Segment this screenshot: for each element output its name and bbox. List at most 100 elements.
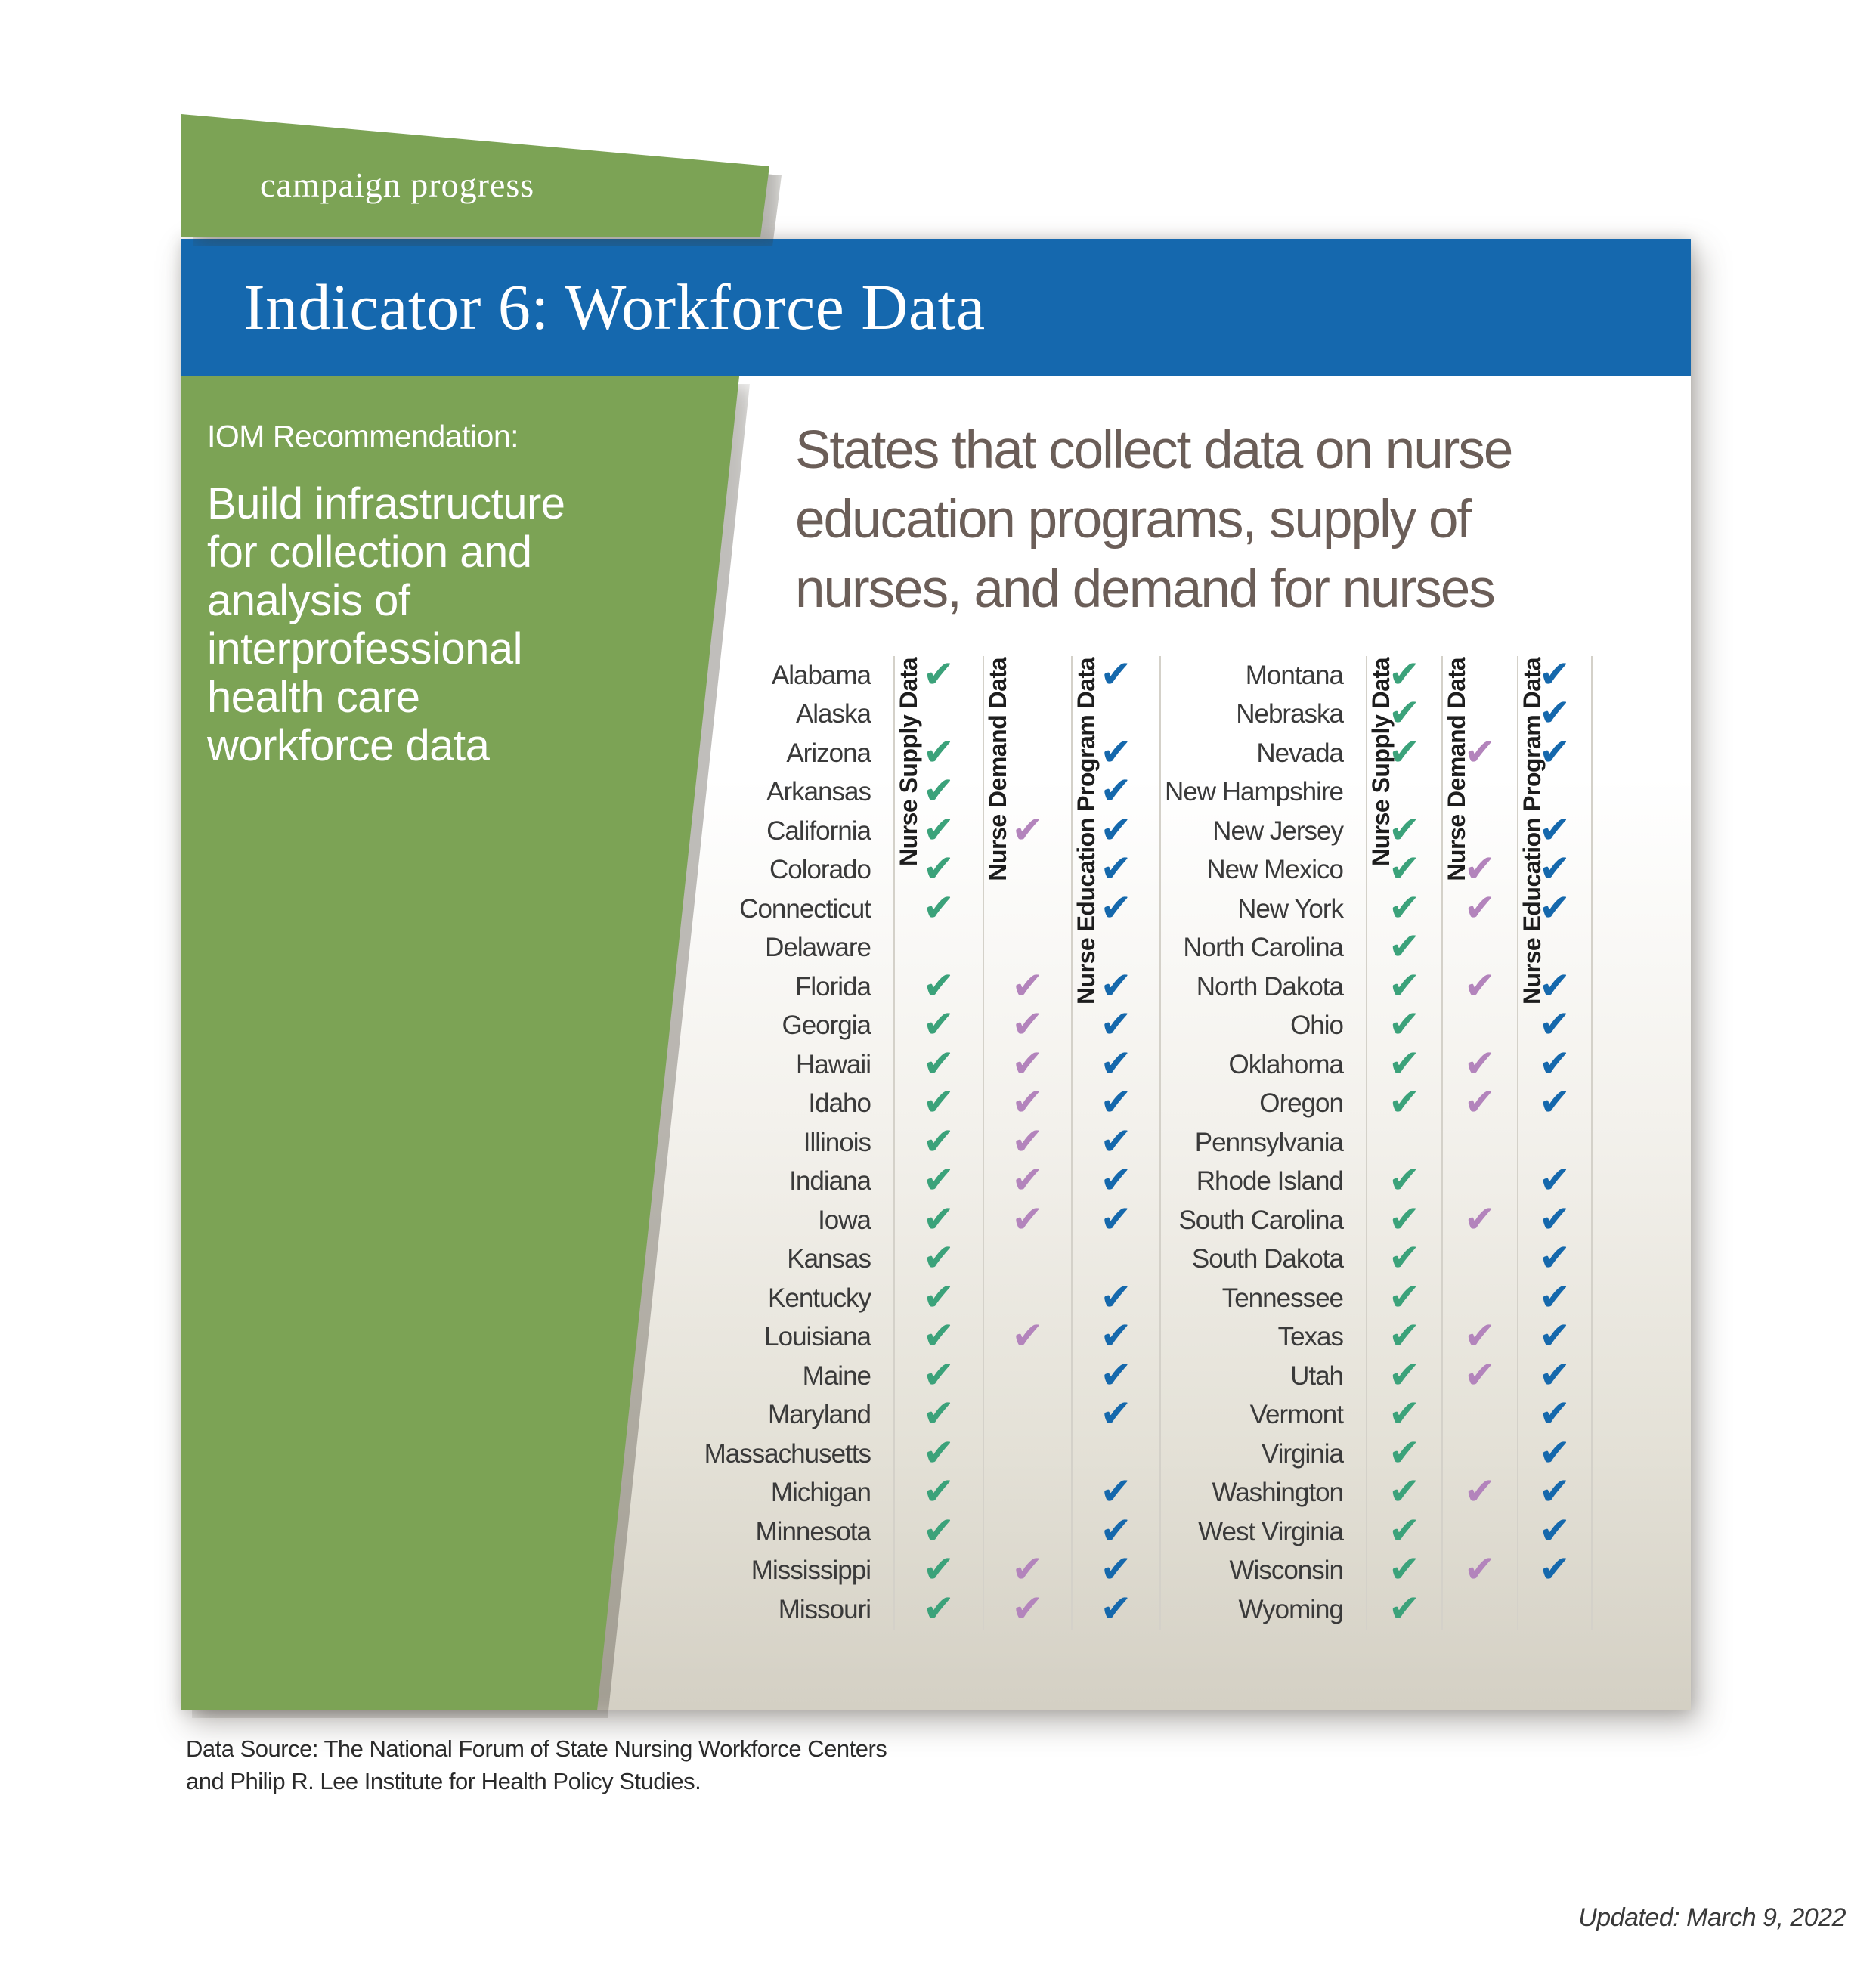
check-cell-supply: ✔ [1366,1002,1441,1047]
check-cell-supply: ✔ [893,1239,983,1279]
check-cell-education: ✔ [1517,1434,1593,1474]
check-cell-supply: ✔ [1366,1317,1441,1357]
check-icon-education: ✔ [1100,729,1132,774]
check-cell-education: ✔ [1517,1236,1593,1280]
check-icon-education: ✔ [1539,1080,1571,1125]
check-cell-demand: ✔ [983,1590,1071,1630]
check-cell-demand: ✔ [983,1200,1071,1240]
check-icon-demand: ✔ [1011,1080,1044,1125]
check-icon-supply: ✔ [923,729,955,774]
check-icon-supply: ✔ [923,1158,955,1203]
check-icon-education: ✔ [1100,769,1132,813]
check-icon-education: ✔ [1539,1314,1571,1358]
state-label: West Virginia [1198,1516,1344,1546]
updated-date: Updated: March 9, 2022 [1578,1903,1846,1932]
state-label: Rhode Island [1196,1166,1344,1197]
check-cell-supply: ✔ [1366,927,1441,967]
states-table-left: Nurse Supply Data Nurse Demand Data Nurs… [612,655,1161,1630]
state-label: Wisconsin [1229,1556,1344,1586]
check-cell-supply: ✔ [1366,811,1441,851]
check-cell-education: ✔ [1071,1278,1161,1318]
recommendation-line: workforce data [207,721,490,770]
check-cell-demand: ✔ [1441,733,1517,773]
recommendation-line: Build infrastructure [207,479,565,528]
check-cell-education [1071,695,1161,734]
check-icon-education: ✔ [1100,1392,1132,1436]
data-source-line: Data Source: The National Forum of State… [186,1735,887,1762]
check-icon-supply: ✔ [923,1508,955,1553]
state-label: California [766,816,871,846]
state-label: Missouri [778,1594,871,1624]
check-cell-demand [1441,1006,1517,1045]
check-icon-supply: ✔ [1388,1430,1420,1475]
check-cell-demand: ✔ [1441,1317,1517,1357]
check-cell-demand: ✔ [1441,889,1517,929]
check-icon-supply: ✔ [1388,691,1420,735]
check-cell-education: ✔ [1517,889,1593,929]
check-icon-supply: ✔ [1388,1002,1420,1047]
check-icon-supply: ✔ [923,1314,955,1358]
check-cell-demand: ✔ [983,1317,1071,1357]
check-cell-demand: ✔ [983,1045,1071,1085]
state-label: South Carolina [1178,1205,1344,1235]
check-cell-supply: ✔ [893,1122,983,1162]
check-icon-supply: ✔ [923,847,955,891]
check-cell-supply: ✔ [893,1200,983,1240]
check-icon-education: ✔ [1100,807,1132,852]
check-icon-education: ✔ [1539,729,1571,774]
check-icon-supply: ✔ [923,1430,955,1475]
check-cell-demand [1441,1279,1517,1318]
check-icon-supply: ✔ [923,963,955,1008]
check-icon-education: ✔ [1539,1236,1571,1280]
state-label: Georgia [782,1011,871,1041]
check-icon-education: ✔ [1100,1314,1132,1358]
state-label: Florida [795,971,871,1001]
check-icon-supply: ✔ [1388,652,1420,696]
check-cell-education: ✔ [1517,1356,1593,1396]
check-icon-supply: ✔ [923,1352,955,1397]
check-cell-demand [1441,1512,1517,1552]
check-icon-education: ✔ [1539,1274,1571,1319]
check-cell-supply: ✔ [893,1395,983,1435]
check-cell-demand: ✔ [1441,1200,1517,1240]
check-icon-education: ✔ [1539,1547,1571,1592]
check-cell-education: ✔ [1517,1472,1593,1512]
check-cell-demand [983,1395,1071,1435]
check-icon-supply: ✔ [923,885,955,930]
check-cell-demand: ✔ [1441,1083,1517,1123]
check-cell-education: ✔ [1517,811,1593,851]
check-icon-demand: ✔ [1011,1002,1044,1047]
state-label: Delaware [765,933,871,963]
recommendation-line: health care [207,673,420,722]
check-cell-demand [983,1435,1071,1474]
state-label: Ohio [1290,1011,1344,1041]
check-cell-supply [893,928,983,967]
check-cell-supply: ✔ [1366,1472,1441,1512]
check-icon-education: ✔ [1539,847,1571,891]
check-cell-supply: ✔ [1366,1239,1441,1279]
state-label: New Jersey [1212,816,1344,846]
check-cell-demand [1441,695,1517,734]
check-icon-education: ✔ [1100,1119,1132,1163]
check-icon-education: ✔ [1100,1352,1132,1397]
check-cell-supply: ✔ [893,1472,983,1512]
check-cell-demand [1441,1435,1517,1474]
data-source: Data Source: The National Forum of State… [186,1732,887,1797]
check-cell-demand [1441,1162,1517,1201]
check-icon-education: ✔ [1100,963,1132,1008]
check-cell-supply: ✔ [1366,1590,1441,1630]
check-cell-demand [1441,656,1517,695]
check-cell-supply: ✔ [1366,1161,1441,1201]
check-icon-supply: ✔ [1388,1547,1420,1592]
check-cell-supply: ✔ [893,967,983,1007]
check-icon-supply: ✔ [923,769,955,813]
chart-title-line: States that collect data on nurse [795,420,1513,480]
check-icon-supply: ✔ [1388,1080,1420,1125]
state-label: Pennsylvania [1194,1127,1344,1157]
check-cell-education: ✔ [1071,967,1161,1007]
check-cell-education: ✔ [1071,1392,1161,1436]
check-cell-supply: ✔ [1366,1512,1441,1552]
check-cell-demand: ✔ [1441,1472,1517,1512]
states-table-right: Nurse Supply Data Nurse Demand Data Nurs… [1081,652,1593,1630]
check-cell-supply: ✔ [1366,733,1441,773]
